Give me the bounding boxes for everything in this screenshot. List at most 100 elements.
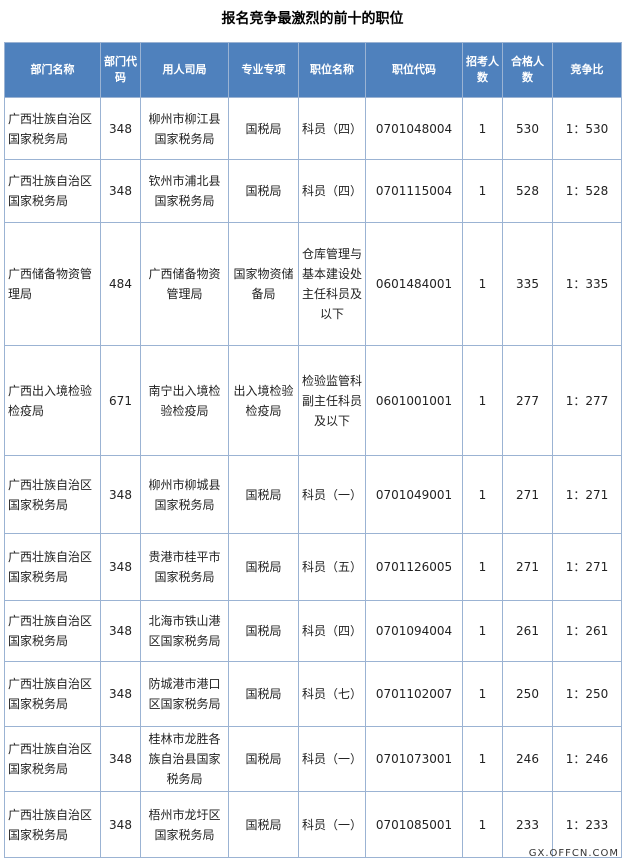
ranking-table: 部门名称 部门代码 用人司局 专业专项 职位名称 职位代码 招考人数 合格人数 竞争比 广西壮族… bbox=[4, 42, 622, 858]
table-cell: 348 bbox=[100, 159, 141, 223]
table-cell: 0701102007 bbox=[365, 661, 463, 727]
table-cell: 348 bbox=[100, 97, 141, 160]
table-cell: 1：261 bbox=[552, 600, 622, 662]
table-row: 广西储备物资管理局 484 广西储备物资管理局 国家物资储备局 仓库管理与基本建设处主任… bbox=[4, 222, 622, 346]
table-cell: 0701115004 bbox=[365, 159, 463, 223]
table-cell: 柳州市柳城县国家税务局 bbox=[140, 455, 229, 534]
table-cell: 1 bbox=[462, 600, 503, 662]
table-cell: 1 bbox=[462, 661, 503, 727]
table-cell: 1：246 bbox=[552, 726, 622, 792]
table-cell: 1：528 bbox=[552, 159, 622, 223]
table-cell: 1：271 bbox=[552, 533, 622, 601]
table-cell: 1 bbox=[462, 455, 503, 534]
table-row: 广西壮族自治区国家税务局 348 钦州市浦北县国家税务局 国税局 科员（四） 070111… bbox=[4, 159, 622, 223]
table-cell: 出入境检验检疫局 bbox=[228, 345, 299, 456]
table-cell: 348 bbox=[100, 661, 141, 727]
table-cell: 北海市铁山港区国家税务局 bbox=[140, 600, 229, 662]
table-cell: 484 bbox=[100, 222, 141, 346]
table-row: 广西壮族自治区国家税务局 348 北海市铁山港区国家税务局 国税局 科员（四） 07010… bbox=[4, 600, 622, 662]
table-cell: 261 bbox=[502, 600, 553, 662]
table-cell: 广西出入境检验检疫局 bbox=[4, 345, 101, 456]
table-cell: 国税局 bbox=[228, 455, 299, 534]
table-cell: 0701073001 bbox=[365, 726, 463, 792]
table-cell: 检验监管科副主任科员及以下 bbox=[298, 345, 366, 456]
table-cell: 国税局 bbox=[228, 791, 299, 858]
table-cell: 250 bbox=[502, 661, 553, 727]
table-cell: 348 bbox=[100, 600, 141, 662]
table-cell: 柳州市柳江县国家税务局 bbox=[140, 97, 229, 160]
table-row: 广西壮族自治区国家税务局 348 梧州市龙圩区国家税务局 国税局 科员（一） 070108… bbox=[4, 791, 622, 858]
table-row: 广西壮族自治区国家税务局 348 柳州市柳江县国家税务局 国税局 科员（四） 070104… bbox=[4, 97, 622, 160]
table-cell: 1 bbox=[462, 222, 503, 346]
table-cell: 梧州市龙圩区国家税务局 bbox=[140, 791, 229, 858]
table-cell: 233 bbox=[502, 791, 553, 858]
table-cell: 671 bbox=[100, 345, 141, 456]
header-row: 部门名称 部门代码 用人司局 专业专项 职位名称 职位代码 招考人数 合格人数 竞争比 bbox=[4, 42, 622, 98]
header-cell: 用人司局 bbox=[140, 42, 229, 98]
table-cell: 广西壮族自治区国家税务局 bbox=[4, 97, 101, 160]
table-cell: 1 bbox=[462, 159, 503, 223]
table-cell: 南宁出入境检验检疫局 bbox=[140, 345, 229, 456]
table-cell: 0601001001 bbox=[365, 345, 463, 456]
table-cell: 348 bbox=[100, 455, 141, 534]
title: 报名竞争最激烈的前十的职位 bbox=[221, 11, 404, 27]
table-cell: 277 bbox=[502, 345, 553, 456]
footer: GX.OFFCN.COM bbox=[528, 848, 619, 859]
table-cell: 0601484001 bbox=[365, 222, 463, 346]
table-cell: 271 bbox=[502, 533, 553, 601]
header-cell: 竞争比 bbox=[552, 42, 622, 98]
header-cell: 职位代码 bbox=[365, 42, 463, 98]
table-cell: 国税局 bbox=[228, 97, 299, 160]
table-cell: 桂林市龙胜各族自治县国家税务局 bbox=[140, 726, 229, 792]
header-cell: 部门代码 bbox=[100, 42, 141, 98]
table-row: 广西壮族自治区国家税务局 348 防城港市港口区国家税务局 国税局 科员（七） 07011… bbox=[4, 661, 622, 727]
table-cell: 271 bbox=[502, 455, 553, 534]
table-cell: 贵港市桂平市国家税务局 bbox=[140, 533, 229, 601]
table-cell: 国税局 bbox=[228, 159, 299, 223]
table-cell: 广西储备物资管理局 bbox=[140, 222, 229, 346]
table-cell: 广西壮族自治区国家税务局 bbox=[4, 533, 101, 601]
table-cell: 335 bbox=[502, 222, 553, 346]
table-cell: 1：335 bbox=[552, 222, 622, 346]
table-cell: 广西壮族自治区国家税务局 bbox=[4, 600, 101, 662]
header-cell: 合格人数 bbox=[502, 42, 553, 98]
table-cell: 科员（七） bbox=[298, 661, 366, 727]
table-cell: 科员（一） bbox=[298, 726, 366, 792]
table-cell: 528 bbox=[502, 159, 553, 223]
table-cell: 科员（四） bbox=[298, 159, 366, 223]
table-cell: 广西壮族自治区国家税务局 bbox=[4, 661, 101, 727]
table-cell: 国税局 bbox=[228, 600, 299, 662]
table-cell: 国家物资储备局 bbox=[228, 222, 299, 346]
table-cell: 科员（一） bbox=[298, 455, 366, 534]
table-cell: 防城港市港口区国家税务局 bbox=[140, 661, 229, 727]
table-cell: 0701048004 bbox=[365, 97, 463, 160]
table-cell: 国税局 bbox=[228, 661, 299, 727]
table-cell: 530 bbox=[502, 97, 553, 160]
table-cell: 1：250 bbox=[552, 661, 622, 727]
table-cell: 348 bbox=[100, 533, 141, 601]
header-cell: 部门名称 bbox=[4, 42, 101, 98]
table-cell: 1 bbox=[462, 97, 503, 160]
table-cell: 1 bbox=[462, 345, 503, 456]
table-row: 广西出入境检验检疫局 671 南宁出入境检验检疫局 出入境检验检疫局 检验监管科副主任科… bbox=[4, 345, 622, 456]
table-cell: 348 bbox=[100, 791, 141, 858]
table-cell: 1：277 bbox=[552, 345, 622, 456]
table-cell: 广西壮族自治区国家税务局 bbox=[4, 455, 101, 534]
table-row: 广西壮族自治区国家税务局 348 桂林市龙胜各族自治县国家税务局 国税局 科员（一） 07… bbox=[4, 726, 622, 792]
table-cell: 广西储备物资管理局 bbox=[4, 222, 101, 346]
table-cell: 1 bbox=[462, 533, 503, 601]
table-cell: 0701085001 bbox=[365, 791, 463, 858]
table-cell: 科员（五） bbox=[298, 533, 366, 601]
header-cell: 职位名称 bbox=[298, 42, 366, 98]
table-cell: 0701126005 bbox=[365, 533, 463, 601]
table-cell: 广西壮族自治区国家税务局 bbox=[4, 159, 101, 223]
table-cell: 1：271 bbox=[552, 455, 622, 534]
table-cell: 科员（四） bbox=[298, 97, 366, 160]
table-cell: 国税局 bbox=[228, 533, 299, 601]
header-cell: 专业专项 bbox=[228, 42, 299, 98]
table-row: 广西壮族自治区国家税务局 348 贵港市桂平市国家税务局 国税局 科员（五） 070112… bbox=[4, 533, 622, 601]
table-cell: 1：233 bbox=[552, 791, 622, 858]
table-cell: 0701094004 bbox=[365, 600, 463, 662]
header-cell: 招考人数 bbox=[462, 42, 503, 98]
